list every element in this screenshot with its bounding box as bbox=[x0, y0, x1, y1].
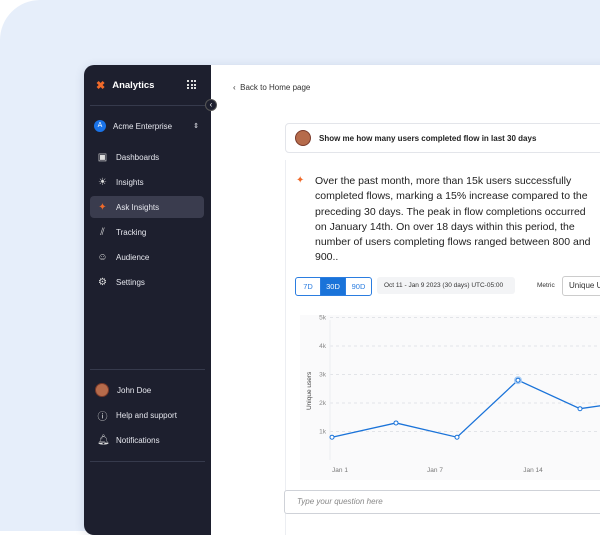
bell-icon: 🔔︎ bbox=[97, 434, 110, 446]
help-icon: ⓘ bbox=[97, 411, 108, 423]
divider bbox=[90, 369, 205, 370]
line-chart: 1k 2k 3k 4k 5k Unique users Jan 1 Jan 7 Jan 14 bbox=[306, 315, 600, 474]
notifications[interactable]: 🔔︎ Notifications bbox=[97, 434, 160, 446]
magic-wand-icon: ✦ bbox=[296, 175, 305, 186]
chevron-left-icon: ‹ bbox=[233, 83, 241, 92]
question-input[interactable]: Type your question here bbox=[284, 490, 600, 514]
sidebar-item-settings[interactable]: ⚙ Settings bbox=[98, 276, 145, 288]
y-tick-label: 1k bbox=[319, 429, 327, 436]
avatar bbox=[95, 383, 109, 397]
data-point[interactable] bbox=[515, 377, 521, 383]
divider bbox=[90, 461, 205, 462]
sidebar-item-ask-insights[interactable]: ✦ Ask Insights bbox=[90, 196, 204, 218]
sidebar-item-insights[interactable]: ☀ Insights bbox=[98, 176, 144, 188]
app-window: ✖ Analytics A Acme Enterprise ⇕ ▣ Dashboards… bbox=[84, 65, 600, 535]
magic-wand-icon: ✦ bbox=[98, 201, 107, 213]
logo: ✖ Analytics bbox=[96, 80, 155, 92]
series-line bbox=[331, 379, 600, 438]
help-support[interactable]: ⓘ Help and support bbox=[90, 404, 204, 426]
y-axis-label: Unique users bbox=[306, 371, 313, 410]
sidebar-item-dashboards[interactable]: ▣ Dashboards bbox=[97, 151, 160, 163]
chart-area: 1k 2k 3k 4k 5k Unique users Jan 1 Jan 7 Jan 14 bbox=[300, 315, 600, 480]
gear-icon: ⚙ bbox=[98, 276, 107, 288]
chevron-updown-icon: ⇕ bbox=[193, 123, 199, 130]
sidebar-item-tracking[interactable]: ⫽ Tracking bbox=[90, 221, 204, 243]
user-profile[interactable]: John Doe bbox=[90, 379, 204, 401]
range-7d[interactable]: 7D bbox=[296, 278, 321, 295]
x-tick-label: Jan 1 bbox=[332, 467, 348, 474]
date-range[interactable]: Oct 11 - Jan 9 2023 (30 days) UTC-05:00 bbox=[377, 277, 515, 294]
clipboard-icon: ▣ bbox=[97, 151, 108, 163]
apps-grid-icon[interactable] bbox=[187, 80, 196, 89]
main-content: ‹ Back to Home page Show me how many use… bbox=[211, 65, 600, 535]
range-30d[interactable]: 30D bbox=[321, 278, 346, 295]
data-point[interactable] bbox=[393, 420, 399, 426]
avatar bbox=[295, 130, 311, 146]
y-tick-label: 2k bbox=[319, 400, 327, 407]
org-avatar: A bbox=[94, 120, 106, 132]
back-link[interactable]: ‹ Back to Home page bbox=[233, 83, 311, 92]
x-tick-label: Jan 14 bbox=[523, 467, 543, 474]
data-point[interactable] bbox=[577, 406, 583, 412]
lightbulb-icon: ☀ bbox=[98, 176, 107, 188]
range-90d[interactable]: 90D bbox=[351, 282, 366, 291]
answer-text: Over the past month, more than 15k users… bbox=[315, 175, 591, 264]
chart-icon: ⫽ bbox=[100, 226, 105, 238]
x-tick-label: Jan 7 bbox=[427, 467, 443, 474]
user-question: Show me how many users completed flow in… bbox=[285, 123, 600, 153]
metric-select[interactable]: Unique Users bbox=[562, 276, 600, 296]
data-point[interactable] bbox=[454, 434, 460, 440]
y-tick-label: 3k bbox=[319, 372, 327, 379]
org-switcher[interactable]: A Acme Enterprise ⇕ bbox=[94, 120, 199, 132]
answer-panel: ✦ Over the past month, more than 15k use… bbox=[285, 160, 600, 535]
range-selector: 7D 30D 90D bbox=[295, 277, 372, 296]
divider bbox=[90, 105, 205, 106]
y-tick-label: 4k bbox=[319, 343, 327, 350]
y-tick-label: 5k bbox=[319, 315, 327, 322]
data-point[interactable] bbox=[329, 434, 335, 440]
sidebar: ✖ Analytics A Acme Enterprise ⇕ ▣ Dashboards… bbox=[84, 65, 211, 535]
collapse-sidebar-button[interactable]: ‹ bbox=[205, 99, 217, 111]
sidebar-item-audience[interactable]: ☺ Audience bbox=[97, 251, 150, 263]
users-icon: ☺ bbox=[97, 251, 108, 263]
metric-label: Metric bbox=[537, 282, 555, 289]
logo-icon: ✖ bbox=[96, 80, 106, 92]
